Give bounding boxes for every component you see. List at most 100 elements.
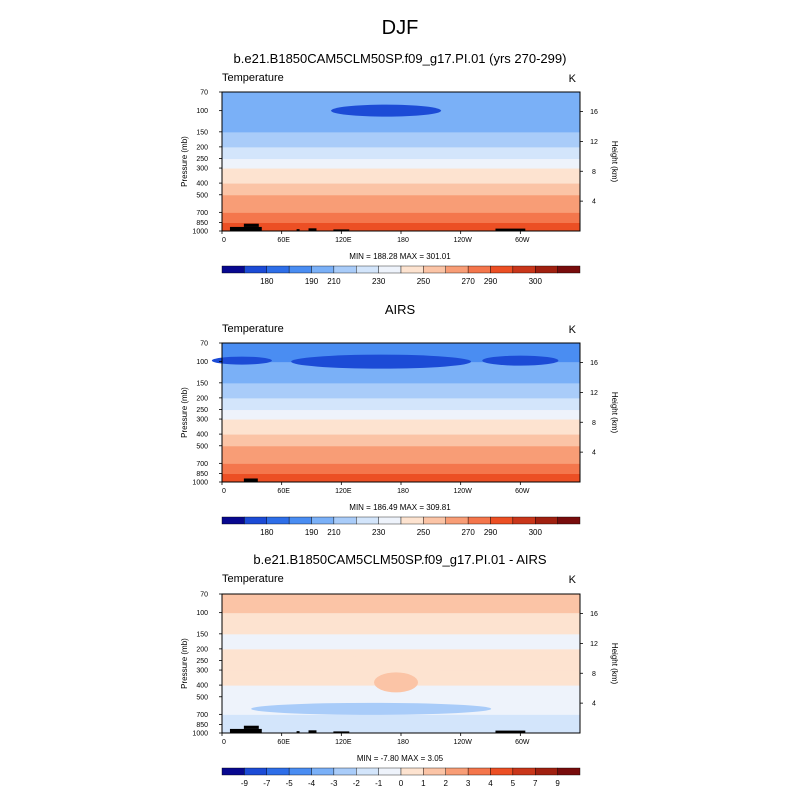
- y-tick-label: 400: [196, 432, 208, 439]
- colorbar-label: 210: [327, 277, 341, 286]
- terrain-mask: [243, 223, 259, 227]
- contour-band: [222, 397, 580, 411]
- colorbar-label: 210: [327, 528, 341, 537]
- contour-band: [222, 434, 580, 447]
- colorbar-label: -5: [286, 779, 294, 788]
- colorbar-swatch: [445, 516, 469, 525]
- colorbar-swatch: [311, 767, 335, 776]
- colorbar-swatch: [535, 767, 558, 776]
- contour-band: [222, 714, 580, 726]
- colorbar-label: -2: [353, 779, 361, 788]
- colorbar-label: 9: [555, 779, 560, 788]
- contour-band: [222, 131, 580, 148]
- colorbar-label: 5: [511, 779, 516, 788]
- y-tick-label: 850: [196, 471, 208, 478]
- colorbar-label: 0: [399, 779, 404, 788]
- terrain-mask: [243, 478, 258, 482]
- colorbar-label: 230: [372, 277, 386, 286]
- colorbar-swatch: [378, 767, 402, 776]
- x-tick-label: 60W: [515, 739, 530, 746]
- y-tick-label: 1000: [192, 229, 208, 236]
- colorbar-swatch: [423, 767, 446, 776]
- y2-axis-label: Height (km): [610, 643, 619, 685]
- y-tick-label: 500: [196, 192, 208, 199]
- x-tick-label: 120E: [335, 237, 352, 244]
- x-tick-label: 180: [397, 237, 409, 244]
- y-tick-label: 1000: [192, 480, 208, 487]
- terrain-mask: [229, 728, 262, 733]
- contour-band: [222, 612, 580, 635]
- panel-variable-label: Temperature: [222, 573, 284, 585]
- y-tick-label: 100: [196, 610, 208, 617]
- y-tick-label: 850: [196, 220, 208, 227]
- panel-airs: AIRS Temperature K MIN = 186.49 MAX = 30…: [222, 302, 577, 512]
- colorbar-swatch: [445, 265, 469, 274]
- y-tick-label: 300: [196, 668, 208, 675]
- colorbar-swatch: [244, 767, 267, 776]
- y-tick-label: 200: [196, 144, 208, 151]
- plot-panel-1: 70 100 150 200 250 300 400 500 700 850 1000 Pressur…: [180, 90, 619, 287]
- contour-band: [222, 92, 580, 112]
- colorbar-label: -7: [263, 779, 271, 788]
- x-tick-label: 120E: [335, 488, 352, 495]
- contour-band: [222, 146, 580, 160]
- colorbar-swatch: [467, 767, 491, 776]
- colorbar-label: 180: [260, 528, 274, 537]
- colorbar-swatch: [378, 516, 402, 525]
- colorbar-label: -3: [330, 779, 338, 788]
- colorbar-label: 270: [461, 528, 475, 537]
- colorbar-swatch: [221, 265, 245, 274]
- y-tick-label: 150: [196, 129, 208, 136]
- colorbar-swatch: [512, 516, 536, 525]
- x-tick-label: 60E: [277, 739, 290, 746]
- y2-tick-label: 12: [590, 390, 598, 397]
- colorbar-swatch: [512, 767, 536, 776]
- contour-band: [222, 110, 580, 133]
- terrain-mask: [243, 725, 259, 729]
- y2-tick-label: 4: [592, 199, 596, 206]
- y-tick-label: 150: [196, 380, 208, 387]
- contour-band: [222, 724, 580, 734]
- colorbar-label: 4: [488, 779, 493, 788]
- colorbar-swatch: [512, 265, 536, 274]
- x-tick-label: 0: [222, 488, 226, 495]
- colorbar-label: 290: [484, 528, 498, 537]
- colorbar-swatch: [557, 767, 581, 776]
- y-tick-label: 200: [196, 395, 208, 402]
- y2-tick-label: 8: [592, 671, 596, 678]
- colorbar-label: 1: [421, 779, 426, 788]
- colorbar-swatch: [356, 767, 379, 776]
- colorbar-label: -9: [241, 779, 249, 788]
- colorbar-swatch: [400, 767, 424, 776]
- warm-anomaly-contour: [301, 655, 462, 674]
- contour-band: [222, 409, 580, 420]
- colorbar-swatch: [557, 265, 581, 274]
- y-tick-label: 1000: [192, 731, 208, 738]
- y-tick-label: 500: [196, 694, 208, 701]
- contour-band: [222, 212, 580, 224]
- colorbar-swatch: [490, 265, 514, 274]
- colorbar-swatch: [445, 767, 469, 776]
- x-tick-label: 60W: [515, 237, 530, 244]
- y2-tick-label: 16: [590, 360, 598, 367]
- y2-tick-label: 12: [590, 641, 598, 648]
- colorbar-swatch: [244, 516, 267, 525]
- colorbar-swatch: [467, 265, 491, 274]
- y-tick-label: 850: [196, 722, 208, 729]
- contour-band: [222, 633, 580, 650]
- colorbar-label: 2: [444, 779, 449, 788]
- contour-band: [222, 463, 580, 475]
- colorbar: 180 190 210 230 250 270 290 300: [221, 516, 581, 537]
- colorbar-swatch: [266, 265, 290, 274]
- contour-band: [222, 168, 580, 184]
- colorbar-swatch: [311, 516, 335, 525]
- y-axis-label: Pressure (mb): [180, 638, 189, 689]
- cold-anomaly-contour: [251, 702, 492, 715]
- y-tick-label: 100: [196, 108, 208, 115]
- contour-band: [222, 361, 580, 384]
- y-axis-label: Pressure (mb): [180, 136, 189, 187]
- terrain-mask: [495, 228, 526, 231]
- y-tick-label: 500: [196, 443, 208, 450]
- x-tick-label: 120W: [454, 488, 473, 495]
